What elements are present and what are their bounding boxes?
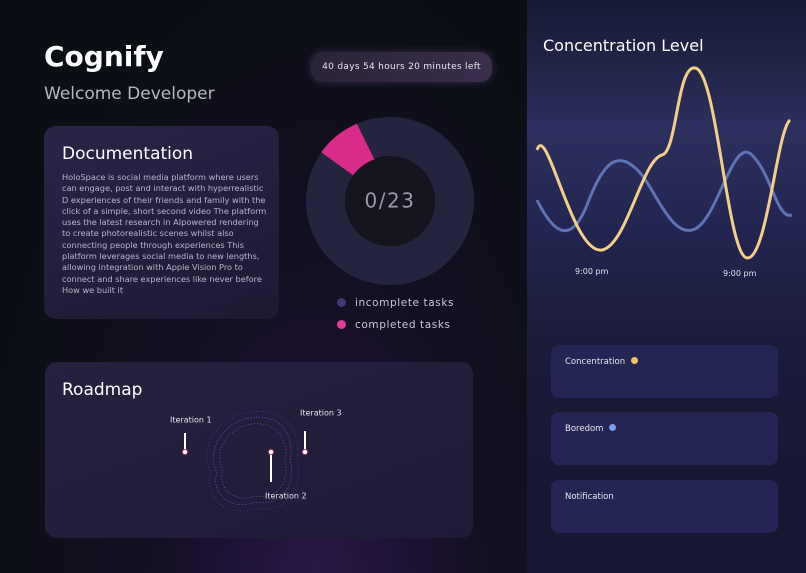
side-panel (527, 0, 806, 573)
legend-label: completed tasks (355, 319, 451, 331)
legend-dot (337, 298, 346, 307)
milestone-dot (302, 449, 308, 455)
metric-name: Concentration (565, 357, 626, 367)
metric-card: Boredom (551, 412, 778, 465)
milestone-dot (268, 449, 274, 455)
milestone-dot (182, 449, 188, 455)
legend-dot (337, 320, 346, 329)
roadmap-timeline: Iteration 1 Iteration 2 Iteration 3 (66, 409, 458, 512)
time-label: 9:00 pm (575, 267, 609, 276)
completed-segment (321, 123, 375, 176)
metric-card: Notification (551, 480, 778, 533)
legend-item: completed tasks (337, 319, 451, 331)
metric-name: Boredom (565, 424, 604, 434)
documentation-card: Documentation HoloSpace is social media … (44, 126, 279, 319)
metric-dot (609, 424, 617, 431)
wave-concentration (535, 66, 792, 260)
app-title: Cognify (44, 40, 164, 73)
donut-ring (306, 117, 474, 285)
time-label: 9:00 pm (723, 269, 757, 278)
donut-hole (345, 156, 435, 246)
milestone-label: Iteration 2 (265, 492, 307, 501)
concentration-waves: 9:00 pm 9:00 pm (535, 66, 793, 278)
metric-card: Concentration (551, 345, 778, 398)
metric-name: Notification (565, 492, 614, 502)
metric-dot (631, 357, 639, 364)
metric-label: Concentration (565, 357, 639, 367)
legend-label: incomplete tasks (355, 297, 455, 309)
metric-label: Boredom (565, 424, 617, 434)
welcome-text: Welcome Developer (44, 84, 215, 104)
decor-blob (206, 410, 299, 512)
card-body: HoloSpace is social media platform where… (62, 172, 267, 295)
metric-label: Notification (565, 492, 614, 502)
roadmap-card: Roadmap (45, 362, 473, 538)
milestone-label: Iteration 3 (300, 409, 342, 418)
task-donut: 0/23 (306, 117, 474, 285)
legend-item: incomplete tasks (337, 297, 454, 309)
wave-boredom (535, 150, 793, 233)
task-count: 0/23 (365, 189, 416, 213)
countdown: 40 days 54 hours 20 minutes left (311, 52, 492, 82)
card-title: Roadmap (62, 380, 143, 400)
card-title: Documentation (62, 144, 194, 164)
panel-title: Concentration Level (543, 36, 704, 55)
milestone-label: Iteration 1 (170, 416, 212, 425)
